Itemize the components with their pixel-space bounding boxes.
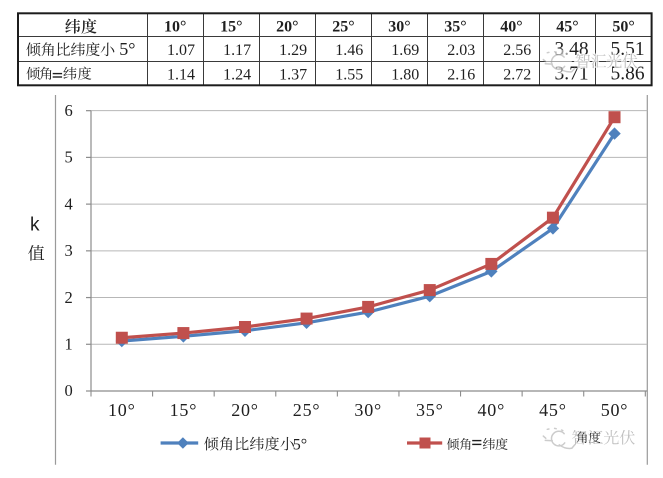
svg-text:5: 5 (64, 148, 72, 167)
svg-text:45°: 45° (556, 18, 578, 35)
svg-text:2.16: 2.16 (447, 66, 475, 83)
svg-text:1.37: 1.37 (279, 66, 307, 83)
svg-text:40°: 40° (477, 400, 505, 420)
svg-text:1.07: 1.07 (167, 42, 195, 59)
svg-text:1.14: 1.14 (167, 66, 195, 83)
svg-text:2.72: 2.72 (503, 66, 531, 83)
svg-text:1.55: 1.55 (335, 66, 363, 83)
svg-text:5°: 5° (119, 39, 135, 59)
svg-text:45°: 45° (539, 400, 567, 420)
svg-text:k: k (30, 214, 40, 235)
svg-text:2.56: 2.56 (503, 42, 531, 59)
svg-text:0: 0 (64, 381, 72, 400)
svg-text:50°: 50° (612, 18, 634, 35)
svg-text:40°: 40° (500, 18, 522, 35)
svg-text:6: 6 (64, 101, 72, 120)
svg-text:30°: 30° (388, 18, 410, 35)
svg-text:20°: 20° (276, 18, 298, 35)
svg-text:15°: 15° (170, 400, 198, 420)
svg-text:1.69: 1.69 (391, 42, 419, 59)
svg-text:1.46: 1.46 (335, 42, 363, 59)
svg-text:4: 4 (64, 194, 72, 213)
svg-text:1: 1 (64, 335, 72, 354)
svg-text:1.29: 1.29 (279, 42, 307, 59)
svg-text:35°: 35° (444, 18, 466, 35)
svg-text:30°: 30° (354, 400, 382, 420)
svg-text:50°: 50° (601, 400, 629, 420)
svg-text:1.17: 1.17 (223, 42, 251, 59)
svg-text:25°: 25° (332, 18, 354, 35)
svg-text:35°: 35° (416, 400, 444, 420)
svg-text:25°: 25° (293, 400, 321, 420)
svg-text:10°: 10° (164, 18, 186, 35)
svg-text:3: 3 (64, 241, 72, 260)
svg-text:20°: 20° (231, 400, 259, 420)
svg-text:2.03: 2.03 (447, 42, 475, 59)
svg-text:2: 2 (64, 288, 72, 307)
svg-text:10°: 10° (108, 400, 136, 420)
svg-text:15°: 15° (220, 18, 242, 35)
svg-text:5°: 5° (293, 436, 307, 453)
svg-text:1.24: 1.24 (223, 66, 251, 83)
svg-text:1.80: 1.80 (391, 66, 419, 83)
